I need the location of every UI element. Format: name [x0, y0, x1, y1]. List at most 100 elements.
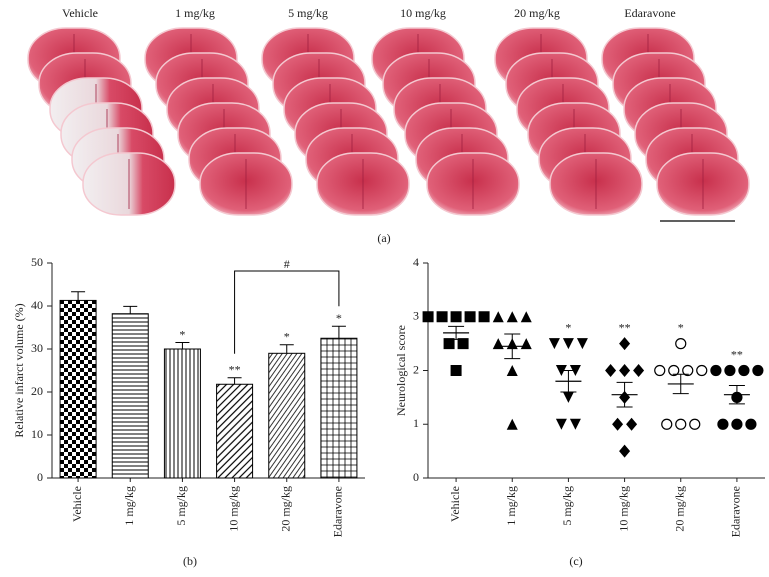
point — [668, 364, 680, 377]
point — [731, 418, 743, 430]
point — [457, 338, 469, 350]
bar — [59, 299, 97, 479]
bracket-label: # — [284, 257, 290, 271]
point — [605, 364, 617, 377]
point — [619, 337, 631, 351]
point — [450, 311, 462, 323]
point — [443, 338, 455, 350]
error-bar — [331, 325, 346, 339]
sem-bar — [728, 385, 745, 405]
error-bar — [279, 344, 294, 354]
point — [654, 364, 666, 377]
point — [682, 364, 694, 377]
sem-bar — [616, 381, 633, 408]
x-tick-label: 5 mg/kg — [174, 486, 188, 526]
point — [450, 365, 462, 376]
y-tick-label: 40 — [31, 298, 43, 312]
point — [506, 365, 518, 376]
point — [738, 364, 750, 377]
error-bar — [123, 305, 138, 314]
bar — [320, 337, 358, 479]
y-tick-label: 2 — [413, 362, 419, 376]
x-tick-label: 20 mg/kg — [673, 486, 687, 532]
point — [520, 338, 532, 350]
significance-label: * — [179, 327, 185, 341]
y-tick-label: 3 — [413, 309, 419, 323]
significance-label: * — [678, 320, 684, 334]
y-tick-label: 20 — [31, 384, 43, 398]
group-label: Edaravone — [624, 6, 675, 20]
x-tick-label: Edaravone — [729, 486, 743, 537]
point — [478, 311, 490, 323]
point — [710, 364, 722, 377]
error-bar — [175, 342, 190, 349]
x-tick-label: Vehicle — [70, 486, 84, 522]
y-tick-label: 50 — [31, 255, 43, 269]
point — [745, 418, 757, 430]
point — [675, 338, 687, 350]
point — [626, 417, 638, 431]
point — [633, 364, 645, 377]
bar — [163, 348, 201, 479]
y-axis-label: Relative infarct volume (%) — [12, 303, 26, 437]
point — [436, 311, 448, 323]
x-tick-label: Edaravone — [331, 486, 345, 537]
point — [555, 418, 567, 430]
x-tick-label: 5 mg/kg — [560, 486, 574, 526]
group-label: 10 mg/kg — [400, 6, 446, 20]
panel-caption: (b) — [183, 554, 197, 568]
significance-label: ** — [731, 347, 743, 361]
significance-label: ** — [229, 363, 241, 377]
point — [492, 338, 504, 350]
point — [724, 364, 736, 377]
group-label: 5 mg/kg — [288, 6, 328, 20]
bar — [216, 383, 254, 479]
sem-bar — [672, 373, 689, 395]
y-tick-label: 0 — [37, 470, 43, 484]
point — [661, 418, 673, 430]
group-label: Vehicle — [62, 6, 98, 20]
point — [619, 364, 631, 377]
point — [464, 311, 476, 323]
point — [506, 311, 518, 323]
sem-bar — [448, 325, 465, 340]
significance-label: ** — [619, 320, 631, 334]
point — [717, 418, 729, 430]
point — [696, 364, 708, 377]
group-label: 20 mg/kg — [514, 6, 560, 20]
brain-slices — [27, 27, 750, 216]
error-bar — [227, 377, 242, 385]
significance-label: * — [565, 320, 571, 334]
y-tick-label: 4 — [413, 255, 419, 269]
y-tick-label: 10 — [31, 427, 43, 441]
point — [422, 311, 434, 323]
panel-caption: (c) — [569, 554, 582, 568]
point — [612, 417, 624, 431]
point — [576, 338, 588, 350]
comparison-bracket — [234, 270, 340, 354]
x-tick-label: 10 mg/kg — [226, 486, 240, 532]
y-tick-label: 0 — [413, 470, 419, 484]
y-axis-label: Neurological score — [394, 325, 408, 416]
bar — [111, 313, 149, 479]
panel-caption: (a) — [377, 231, 390, 245]
error-bar — [71, 291, 86, 301]
point — [752, 364, 764, 377]
sem-bar — [560, 370, 577, 393]
x-tick-label: Vehicle — [448, 486, 462, 522]
x-tick-label: 1 mg/kg — [504, 486, 518, 526]
point — [492, 311, 504, 323]
point — [569, 418, 581, 430]
point — [562, 338, 574, 350]
y-tick-label: 1 — [413, 416, 419, 430]
x-tick-label: 10 mg/kg — [616, 486, 630, 532]
significance-label: * — [336, 311, 342, 325]
point — [548, 338, 560, 350]
point — [506, 418, 518, 430]
x-tick-label: 20 mg/kg — [279, 486, 293, 532]
point — [562, 391, 574, 403]
point — [520, 311, 532, 323]
point — [675, 418, 687, 430]
bar — [268, 352, 306, 479]
